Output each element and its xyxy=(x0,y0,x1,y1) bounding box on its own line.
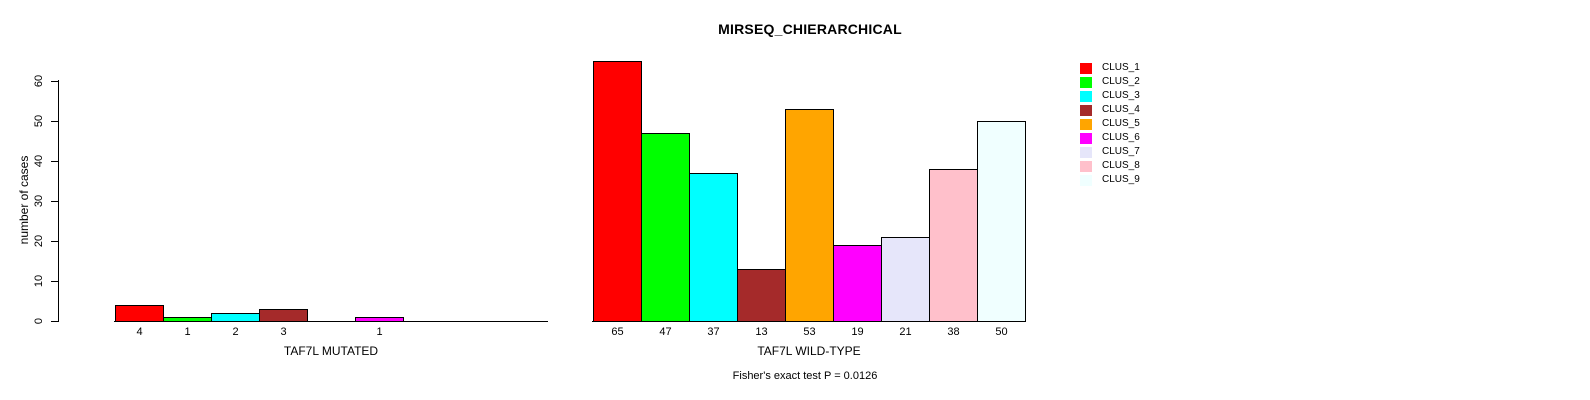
legend-swatch-CLUS_7 xyxy=(1080,147,1092,158)
bar-value-label: 2 xyxy=(232,326,239,338)
legend-swatch-CLUS_8 xyxy=(1080,161,1092,172)
y-axis-line xyxy=(58,80,59,322)
legend-label-CLUS_3: CLUS_3 xyxy=(1102,90,1140,101)
bar-CLUS_1 xyxy=(115,305,164,322)
x-axis-label-mutated: TAF7L MUTATED xyxy=(283,344,379,358)
bar-CLUS_7 xyxy=(881,237,930,322)
bar-value-label: 50 xyxy=(995,326,1008,338)
y-tick-mark xyxy=(51,241,58,242)
bar-value-label: 1 xyxy=(184,326,191,338)
x-axis-label-wildtype: TAF7L WILD-TYPE xyxy=(757,344,861,358)
y-tick-label: 40 xyxy=(33,154,45,168)
y-tick-label: 30 xyxy=(33,194,45,208)
bar-value-label: 13 xyxy=(755,326,768,338)
legend-label-CLUS_5: CLUS_5 xyxy=(1102,118,1140,129)
legend-swatch-CLUS_4 xyxy=(1080,105,1092,116)
bar-CLUS_2 xyxy=(641,133,690,322)
y-tick-mark xyxy=(51,321,58,322)
legend-swatch-CLUS_6 xyxy=(1080,133,1092,144)
legend-swatch-CLUS_1 xyxy=(1080,63,1092,74)
x-axis-line xyxy=(114,321,548,322)
bar-CLUS_5 xyxy=(785,109,834,322)
bar-CLUS_6 xyxy=(355,317,404,322)
y-tick-label: 60 xyxy=(33,74,45,88)
bar-value-label: 3 xyxy=(280,326,287,338)
bar-value-label: 47 xyxy=(659,326,672,338)
bar-CLUS_4 xyxy=(259,309,308,322)
legend-label-CLUS_4: CLUS_4 xyxy=(1102,104,1140,115)
bar-value-label: 21 xyxy=(899,326,912,338)
bar-value-label: 4 xyxy=(136,326,143,338)
y-tick-mark xyxy=(51,201,58,202)
bar-CLUS_3 xyxy=(211,313,260,322)
legend-swatch-CLUS_9 xyxy=(1080,175,1092,186)
fisher-test-note: Fisher's exact test P = 0.0126 xyxy=(732,370,878,382)
y-tick-label: 20 xyxy=(33,234,45,248)
legend-label-CLUS_6: CLUS_6 xyxy=(1102,132,1140,143)
y-tick-mark xyxy=(51,281,58,282)
legend-swatch-CLUS_3 xyxy=(1080,91,1092,102)
legend-label-CLUS_9: CLUS_9 xyxy=(1102,174,1140,185)
bar-CLUS_1 xyxy=(593,61,642,322)
bar-value-label: 53 xyxy=(803,326,816,338)
bar-value-label: 37 xyxy=(707,326,720,338)
bar-CLUS_8 xyxy=(929,169,978,322)
bar-CLUS_2 xyxy=(163,317,212,322)
bar-value-label: 1 xyxy=(376,326,383,338)
legend-label-CLUS_1: CLUS_1 xyxy=(1102,62,1140,73)
bar-value-label: 38 xyxy=(947,326,960,338)
y-tick-label: 10 xyxy=(33,274,45,288)
y-tick-mark xyxy=(51,81,58,82)
y-tick-label: 0 xyxy=(33,317,45,325)
bar-CLUS_3 xyxy=(689,173,738,322)
chart-title: MIRSEQ_CHIERARCHICAL xyxy=(718,21,902,37)
legend-swatch-CLUS_2 xyxy=(1080,77,1092,88)
y-tick-mark xyxy=(51,121,58,122)
bar-CLUS_9 xyxy=(977,121,1026,322)
y-tick-mark xyxy=(51,161,58,162)
bar-value-label: 19 xyxy=(851,326,864,338)
legend-label-CLUS_2: CLUS_2 xyxy=(1102,76,1140,87)
bar-CLUS_6 xyxy=(833,245,882,322)
y-tick-label: 50 xyxy=(33,114,45,128)
legend-label-CLUS_8: CLUS_8 xyxy=(1102,160,1140,171)
bar-CLUS_4 xyxy=(737,269,786,322)
legend-swatch-CLUS_5 xyxy=(1080,119,1092,130)
bar-value-label: 65 xyxy=(611,326,624,338)
legend-label-CLUS_7: CLUS_7 xyxy=(1102,146,1140,157)
